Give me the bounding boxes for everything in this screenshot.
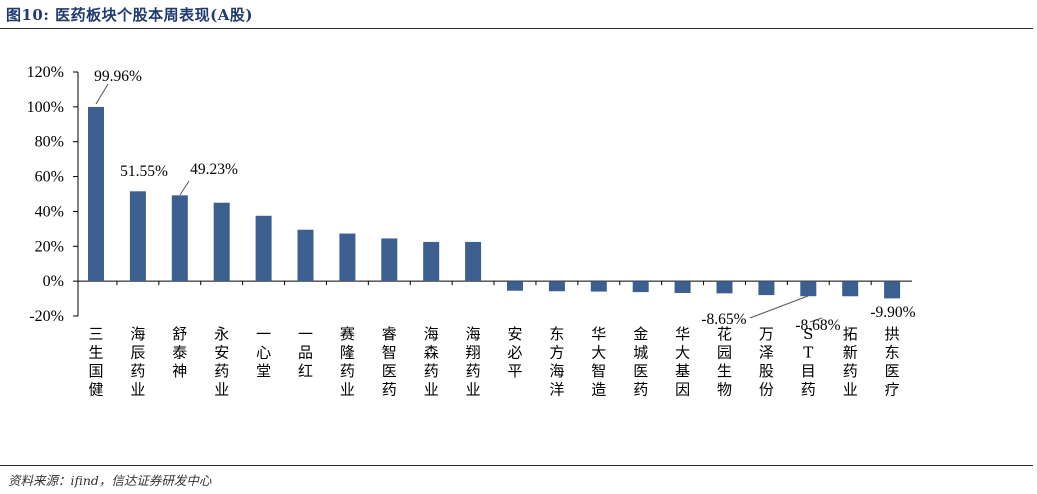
bar (674, 281, 691, 293)
bar (884, 281, 901, 299)
bar (297, 229, 314, 282)
figure-title: 图10: 医药板块个股本周表现(A股) (6, 6, 253, 24)
data-label: -8.65% (701, 311, 746, 328)
bar (171, 195, 188, 282)
bar (507, 281, 523, 291)
category-label: 一品红 (298, 325, 313, 380)
y-tick-label: 100% (27, 99, 64, 116)
bar (758, 281, 775, 296)
y-tick-label: 0% (43, 273, 64, 290)
category-label: 花园生物 (717, 325, 732, 399)
bar (632, 281, 649, 293)
bar (88, 106, 104, 282)
y-axis-ticks: 120% 100% 80% 60% 40% 20% 0% -20% (27, 64, 872, 325)
category-label: 拓新药业 (843, 325, 858, 399)
bar (465, 241, 482, 282)
category-label: 海森药业 (424, 325, 439, 399)
data-labels: 99.96% 51.55% 49.23% -8.65% -8.68% -9.90% (94, 68, 916, 334)
category-label: 华大智造 (591, 325, 606, 399)
y-tick-label: 80% (35, 134, 64, 151)
source-note: 资料来源：ifind，信达证券研发中心 (8, 473, 212, 488)
data-label-leader (95, 83, 109, 105)
category-label: 拱东医疗 (885, 325, 900, 399)
bars (88, 106, 901, 299)
data-label-leader (809, 317, 823, 323)
bar (129, 191, 146, 282)
category-label: 金城医药 (633, 325, 648, 399)
category-label: 华大基因 (675, 325, 690, 399)
category-label: 海辰药业 (130, 325, 145, 399)
data-label: -9.90% (870, 304, 915, 321)
category-label: 赛隆药业 (340, 325, 355, 399)
category-label: 安必平 (507, 325, 522, 380)
top-rule (0, 28, 1033, 29)
bar (800, 281, 817, 297)
category-label: 永安药业 (214, 325, 229, 399)
data-label: 99.96% (94, 68, 142, 85)
bar (255, 215, 272, 282)
category-label: 海翔药业 (466, 325, 481, 399)
bar (213, 202, 230, 282)
bar (590, 281, 607, 292)
data-label: 51.55% (120, 163, 168, 180)
y-tick-label: 120% (27, 64, 64, 81)
data-label-leader (749, 295, 809, 319)
data-label-leader (179, 180, 190, 196)
bar (423, 241, 440, 282)
category-label: 一心堂 (256, 325, 271, 380)
category-label: 东方海洋 (549, 325, 564, 399)
y-tick-label: -20% (29, 308, 64, 325)
category-label: 舒泰神 (172, 325, 187, 380)
bar (548, 281, 565, 292)
category-label: 睿智医药 (382, 325, 397, 399)
data-label: -8.68% (795, 317, 840, 334)
category-labels: 三生国健 海辰药业 舒泰神 永安药业 一心堂 一品红 赛隆药业 睿智医药 海森药业 海翔药业 安必平… (88, 325, 899, 399)
bar (381, 238, 398, 282)
y-tick-label: 40% (35, 203, 64, 220)
category-label: S T 目药 (801, 325, 816, 399)
y-tick-label: 20% (35, 238, 64, 255)
bar (339, 233, 356, 282)
category-label: 三生国健 (88, 325, 103, 399)
data-label: 49.23% (190, 161, 238, 178)
bar (842, 281, 859, 297)
y-tick-label: 60% (35, 169, 64, 186)
category-label: 万泽股份 (759, 325, 774, 399)
bottom-rule (0, 465, 1033, 466)
bar (716, 281, 733, 294)
